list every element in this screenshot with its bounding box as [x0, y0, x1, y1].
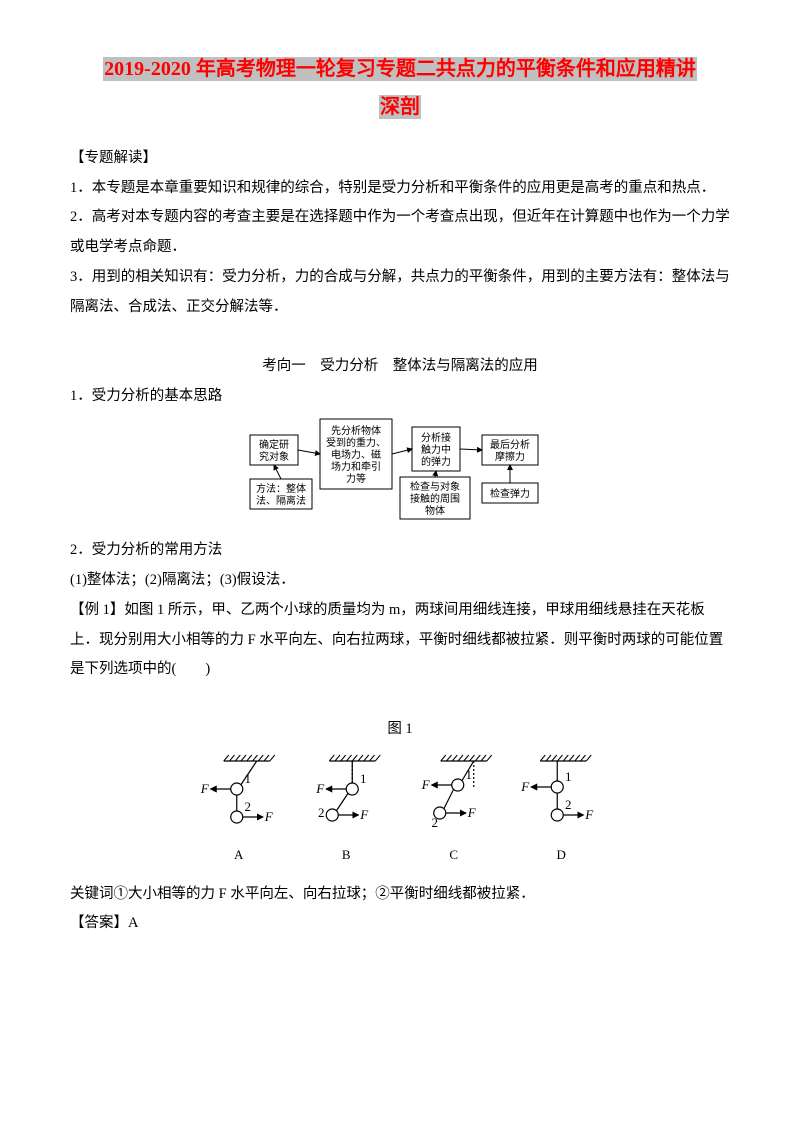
- flowchart-figure: 确定研究对象方法：整体法、隔离法 先分析物体受到的重力、电场力、磁场力和牵引力等 分…: [70, 417, 730, 532]
- fig1-figure: F F 1 2 A F F 1 2 B F F 1 2 C F F 1 2 D: [70, 751, 730, 876]
- svg-text:究对象: 究对象: [259, 450, 289, 463]
- kaoxiang-title: 考向一 受力分析 整体法与隔离法的应用: [70, 352, 730, 382]
- svg-text:F: F: [359, 807, 369, 822]
- intro-p3: 3．用到的相关知识有：受力分析，力的合成与分解，共点力的平衡条件，用到的主要方法…: [70, 263, 730, 322]
- svg-text:F: F: [584, 807, 594, 822]
- kaoxiang-p1: 1．受力分析的基本思路: [70, 382, 730, 412]
- keywords: 关键词①大小相等的力 F 水平向左、向右拉球；②平衡时细线都被拉紧．: [70, 880, 730, 910]
- svg-text:F: F: [264, 809, 274, 824]
- svg-text:2: 2: [245, 799, 252, 814]
- svg-text:2: 2: [565, 797, 572, 812]
- spacer-2: [70, 685, 730, 715]
- svg-text:2: 2: [432, 815, 439, 830]
- svg-text:D: D: [557, 847, 566, 862]
- fig1-svg: F F 1 2 A F F 1 2 B F F 1 2 C F F 1 2 D: [185, 751, 615, 871]
- svg-text:F: F: [200, 781, 210, 796]
- svg-text:先分析物体: 先分析物体: [331, 424, 381, 437]
- svg-text:分析接: 分析接: [421, 431, 451, 444]
- svg-text:1: 1: [565, 769, 572, 784]
- intro-p1: 1．本专题是本章重要知识和规律的综合，特别是受力分析和平衡条件的应用更是高考的重…: [70, 174, 730, 204]
- svg-text:B: B: [342, 847, 351, 862]
- intro-p2: 2．高考对本专题内容的考查主要是在选择题中作为一个考查点出现，但近年在计算题中也…: [70, 203, 730, 262]
- svg-text:F: F: [315, 781, 325, 796]
- svg-text:摩擦力: 摩擦力: [495, 450, 525, 463]
- svg-text:受到的重力、: 受到的重力、: [326, 436, 386, 449]
- svg-text:1: 1: [360, 771, 367, 786]
- svg-text:A: A: [234, 847, 244, 862]
- answer: 【答案】A: [70, 909, 730, 939]
- svg-text:2: 2: [318, 805, 325, 820]
- fig1-caption: 图 1: [70, 715, 730, 745]
- svg-text:检查与对象: 检查与对象: [410, 480, 460, 493]
- svg-text:F: F: [467, 805, 477, 820]
- title-line-1: 2019-2020 年高考物理一轮复习专题二共点力的平衡条件和应用精讲: [103, 57, 697, 81]
- svg-text:1: 1: [245, 771, 252, 786]
- svg-text:接触的周围: 接触的周围: [410, 492, 460, 505]
- main-title: 2019-2020 年高考物理一轮复习专题二共点力的平衡条件和应用精讲 深剖: [70, 50, 730, 126]
- methods-p2: (1)整体法；(2)隔离法；(3)假设法．: [70, 566, 730, 596]
- svg-text:C: C: [449, 847, 458, 862]
- intro-heading: 【专题解读】: [70, 144, 730, 174]
- svg-text:的弹力: 的弹力: [421, 455, 451, 468]
- svg-text:力等: 力等: [346, 472, 366, 485]
- svg-text:1: 1: [466, 767, 473, 782]
- title-line-2: 深剖: [379, 95, 421, 119]
- flowchart-svg: 确定研究对象方法：整体法、隔离法 先分析物体受到的重力、电场力、磁场力和牵引力等 分…: [230, 417, 570, 527]
- svg-text:F: F: [520, 779, 530, 794]
- svg-text:方法：整体: 方法：整体: [256, 482, 306, 495]
- svg-text:法、隔离法: 法、隔离法: [256, 494, 306, 507]
- svg-text:检查弹力: 检查弹力: [490, 487, 530, 500]
- methods-p1: 2．受力分析的常用方法: [70, 536, 730, 566]
- svg-text:电场力、磁: 电场力、磁: [331, 448, 381, 461]
- svg-text:场力和牵引: 场力和牵引: [331, 460, 381, 473]
- example-head: 【例 1】如图 1 所示，甲、乙两个小球的质量均为 m，两球间用细线连接，甲球用…: [70, 596, 730, 685]
- svg-text:物体: 物体: [425, 504, 445, 517]
- svg-text:最后分析: 最后分析: [490, 438, 530, 451]
- svg-text:确定研: 确定研: [259, 438, 289, 451]
- svg-text:F: F: [421, 777, 431, 792]
- svg-text:触力中: 触力中: [421, 443, 451, 456]
- spacer-1: [70, 322, 730, 352]
